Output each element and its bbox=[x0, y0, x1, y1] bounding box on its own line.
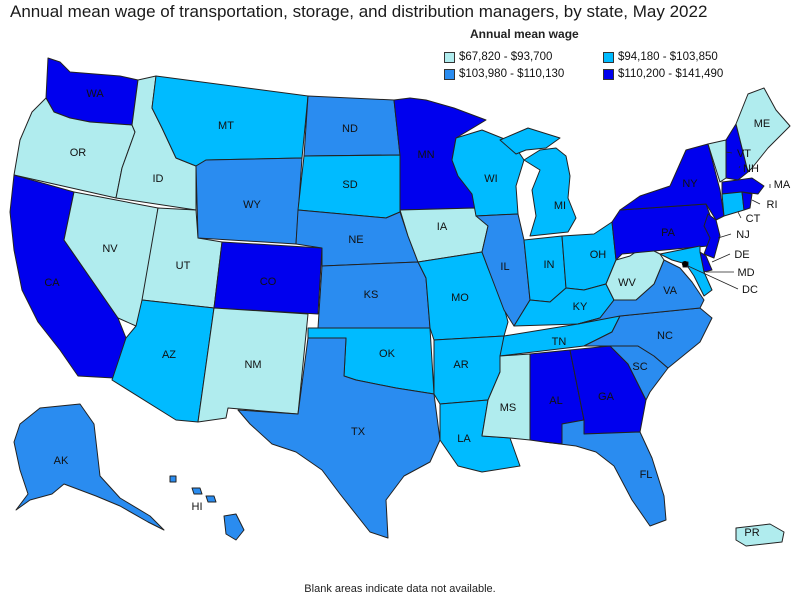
state-label-ny: NY bbox=[682, 178, 698, 190]
leader-line-ri bbox=[751, 199, 761, 205]
state-label-ca: CA bbox=[44, 277, 60, 289]
state-label-me: ME bbox=[754, 118, 771, 130]
state-label-pr: PR bbox=[744, 527, 759, 539]
state-label-ms: MS bbox=[500, 402, 517, 414]
legend-label: $94,180 - $103,850 bbox=[618, 51, 718, 63]
state-label-ar: AR bbox=[453, 359, 468, 371]
state-label-ma: MA bbox=[774, 179, 791, 191]
state-label-nh: NH bbox=[743, 163, 759, 175]
state-va[interactable] bbox=[577, 259, 705, 325]
state-label-nj: NJ bbox=[736, 229, 749, 241]
state-il[interactable] bbox=[475, 213, 531, 327]
state-wv[interactable] bbox=[605, 245, 665, 301]
state-label-az: AZ bbox=[162, 349, 176, 361]
leader-line-nh bbox=[738, 165, 741, 169]
state-label-dc: DC bbox=[742, 284, 758, 296]
state-ak[interactable] bbox=[13, 403, 165, 531]
state-label-mo: MO bbox=[451, 292, 469, 304]
state-label-sc: SC bbox=[632, 361, 647, 373]
state-label-nm: NM bbox=[244, 359, 261, 371]
state-label-md: MD bbox=[737, 267, 754, 279]
state-label-sd: SD bbox=[342, 179, 357, 191]
state-label-de: DE bbox=[734, 249, 749, 261]
legend-label: $67,820 - $93,700 bbox=[459, 51, 553, 63]
legend-item-bin-0: $67,820 - $93,700 bbox=[444, 51, 552, 63]
state-me[interactable] bbox=[735, 87, 791, 173]
state-label-or: OR bbox=[70, 147, 87, 159]
state-label-ak: AK bbox=[54, 455, 69, 467]
state-label-ia: IA bbox=[437, 221, 448, 233]
footer-note: Blank areas indicate data not available. bbox=[304, 583, 496, 595]
state-label-co: CO bbox=[260, 276, 277, 288]
state-nh[interactable] bbox=[725, 123, 749, 181]
legend-item-bin-3: $110,200 - $141,490 bbox=[603, 68, 723, 80]
leader-line-dc bbox=[687, 265, 739, 290]
state-nj[interactable] bbox=[703, 213, 721, 259]
legend-label: $103,980 - $110,130 bbox=[459, 68, 565, 80]
legend-item-bin-1: $94,180 - $103,850 bbox=[603, 51, 718, 63]
state-label-ct: CT bbox=[746, 213, 761, 225]
state-wy[interactable] bbox=[195, 157, 303, 245]
state-label-oh: OH bbox=[590, 249, 607, 261]
state-nc[interactable] bbox=[583, 307, 713, 369]
legend-title: Annual mean wage bbox=[470, 27, 579, 41]
state-label-pa: PA bbox=[661, 227, 676, 239]
state-ma[interactable] bbox=[721, 177, 765, 195]
state-label-tx: TX bbox=[351, 426, 366, 438]
state-label-nc: NC bbox=[657, 330, 673, 342]
legend-swatch bbox=[603, 51, 614, 63]
state-label-mi: MI bbox=[554, 200, 566, 212]
state-label-id: ID bbox=[153, 173, 164, 185]
state-label-vt: VT bbox=[737, 148, 751, 160]
state-label-ri: RI bbox=[767, 199, 778, 211]
leader-line-de bbox=[711, 253, 731, 263]
legend-swatch bbox=[603, 68, 614, 80]
state-co[interactable] bbox=[213, 241, 323, 315]
state-label-wv: WV bbox=[618, 277, 636, 289]
state-label-fl: FL bbox=[640, 469, 653, 481]
state-fl[interactable] bbox=[543, 419, 667, 527]
state-label-ky: KY bbox=[573, 301, 588, 313]
state-ri[interactable] bbox=[741, 191, 753, 211]
state-nm[interactable] bbox=[197, 307, 309, 423]
state-label-wa: WA bbox=[86, 88, 104, 100]
legend-label: $110,200 - $141,490 bbox=[618, 68, 724, 80]
state-label-la: LA bbox=[457, 433, 471, 445]
leader-line-nj bbox=[717, 233, 732, 239]
state-label-ne: NE bbox=[348, 234, 363, 246]
legend-swatch bbox=[444, 51, 455, 63]
state-ny[interactable] bbox=[619, 143, 725, 221]
state-label-il: IL bbox=[500, 261, 509, 273]
state-label-al: AL bbox=[549, 395, 562, 407]
state-label-mt: MT bbox=[218, 120, 234, 132]
state-label-nd: ND bbox=[342, 123, 358, 135]
legend-swatch bbox=[444, 68, 455, 80]
state-md[interactable] bbox=[659, 245, 713, 297]
state-hi[interactable] bbox=[169, 475, 245, 541]
state-mi[interactable] bbox=[499, 127, 577, 237]
state-label-ut: UT bbox=[176, 260, 191, 272]
state-label-ga: GA bbox=[598, 391, 615, 403]
leader-line-ct bbox=[737, 211, 742, 219]
state-ct[interactable] bbox=[721, 191, 745, 217]
state-label-mn: MN bbox=[417, 149, 434, 161]
map-title: Annual mean wage of transportation, stor… bbox=[10, 2, 708, 21]
state-pr[interactable] bbox=[735, 523, 785, 547]
state-label-wy: WY bbox=[243, 199, 261, 211]
leader-line-vt bbox=[725, 151, 733, 154]
legend-item-bin-2: $103,980 - $110,130 bbox=[444, 68, 564, 80]
state-tx[interactable] bbox=[237, 337, 441, 539]
dc-marker bbox=[682, 261, 688, 267]
state-label-wi: WI bbox=[484, 173, 497, 185]
state-label-ok: OK bbox=[379, 348, 396, 360]
state-label-hi: HI bbox=[192, 501, 203, 513]
state-label-va: VA bbox=[663, 285, 678, 297]
state-label-tn: TN bbox=[552, 336, 567, 348]
state-label-in: IN bbox=[544, 259, 555, 271]
state-label-ks: KS bbox=[364, 289, 379, 301]
state-label-nv: NV bbox=[102, 243, 118, 255]
